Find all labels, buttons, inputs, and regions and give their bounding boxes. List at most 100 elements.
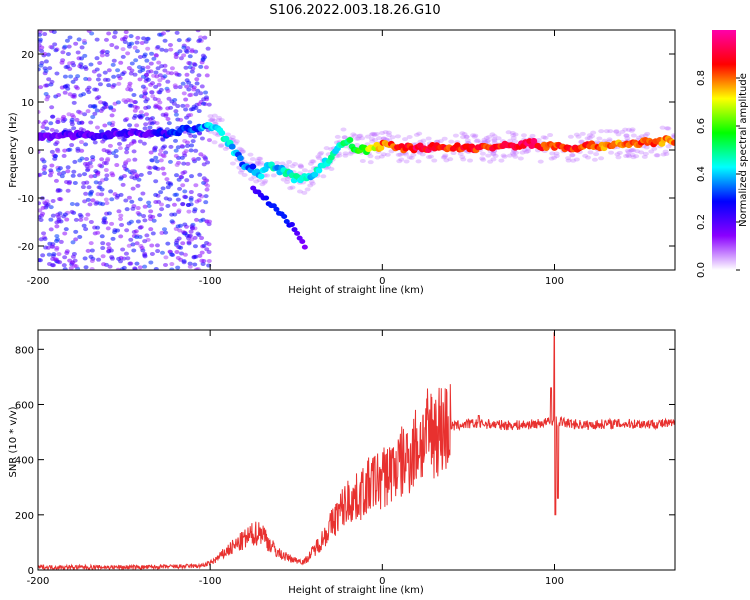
noise-speckle xyxy=(128,261,134,266)
noise-speckle xyxy=(128,71,134,76)
noise-speckle xyxy=(83,265,89,270)
noise-speckle xyxy=(157,152,163,157)
spectrogram-xlabel: Height of straight line (km) xyxy=(288,285,424,296)
noise-speckle xyxy=(43,68,49,73)
y-tick-label: 10 xyxy=(21,98,34,109)
noise-speckle xyxy=(38,201,42,206)
noise-speckle xyxy=(83,191,89,196)
noise-speckle xyxy=(79,65,85,70)
noise-speckle xyxy=(111,58,117,63)
noise-speckle xyxy=(135,219,141,224)
noise-speckle xyxy=(147,214,153,219)
noise-speckle xyxy=(70,79,76,84)
noise-speckle xyxy=(184,178,190,183)
noise-speckle xyxy=(184,72,190,77)
noise-speckle xyxy=(52,42,58,47)
ridge-halo xyxy=(207,114,214,119)
ridge-halo xyxy=(316,156,323,161)
ridge-halo xyxy=(280,177,287,182)
noise-speckle xyxy=(49,127,55,132)
ridge-halo xyxy=(416,131,423,136)
noise-speckle xyxy=(142,218,148,223)
ridge-halo xyxy=(624,136,631,141)
noise-speckle xyxy=(141,214,147,219)
noise-speckle xyxy=(159,207,165,212)
noise-speckle xyxy=(183,65,189,70)
noise-speckle xyxy=(109,197,115,202)
noise-speckle xyxy=(49,149,55,154)
noise-speckle xyxy=(115,68,121,73)
noise-speckle xyxy=(67,35,73,40)
ridge-halo xyxy=(359,136,366,141)
noise-speckle xyxy=(55,149,61,154)
noise-speckle xyxy=(192,244,198,249)
noise-speckle xyxy=(48,44,54,49)
noise-speckle xyxy=(99,234,105,239)
noise-speckle xyxy=(159,47,165,52)
ridge-halo xyxy=(355,136,362,141)
ridge-halo xyxy=(297,163,304,168)
ridge-halo xyxy=(665,144,672,149)
branch-point xyxy=(294,230,301,236)
noise-speckle xyxy=(115,100,121,105)
ridge-halo xyxy=(410,152,417,157)
noise-speckle xyxy=(135,211,141,216)
noise-speckle xyxy=(173,153,179,158)
noise-speckle xyxy=(38,258,43,263)
noise-speckle xyxy=(38,85,44,90)
noise-speckle xyxy=(58,239,64,244)
noise-speckle xyxy=(100,254,106,259)
colorbar-label: Normalized spectral amplitude xyxy=(738,73,749,227)
noise-speckle xyxy=(123,30,129,35)
noise-speckle xyxy=(134,235,140,240)
noise-speckle xyxy=(201,101,207,106)
ridge-halo xyxy=(573,157,580,162)
noise-speckle xyxy=(143,112,149,117)
noise-speckle xyxy=(65,165,71,170)
noise-speckle xyxy=(73,84,79,89)
noise-speckle xyxy=(182,189,188,194)
noise-speckle xyxy=(73,217,79,222)
noise-speckle xyxy=(186,37,192,42)
noise-speckle xyxy=(43,119,49,124)
noise-speckle xyxy=(90,114,96,119)
noise-speckle xyxy=(38,237,44,242)
noise-speckle xyxy=(73,237,79,242)
ridge-halo xyxy=(350,132,357,137)
noise-speckle xyxy=(183,107,189,112)
noise-speckle xyxy=(134,49,140,54)
noise-speckle xyxy=(117,141,123,146)
noise-speckle xyxy=(38,30,43,34)
noise-speckle xyxy=(92,140,98,145)
ridge-halo xyxy=(548,156,555,161)
noise-speckle xyxy=(182,222,188,227)
ridge-halo xyxy=(598,129,605,134)
ridge-halo xyxy=(262,179,269,184)
noise-speckle xyxy=(168,144,174,149)
noise-speckle xyxy=(180,241,186,246)
noise-speckle xyxy=(180,171,186,176)
noise-speckle xyxy=(131,92,137,97)
noise-speckle xyxy=(127,103,133,108)
noise-speckle xyxy=(109,43,115,48)
noise-speckle xyxy=(204,247,210,252)
noise-speckle xyxy=(94,96,100,101)
ridge-halo xyxy=(257,162,264,167)
noise-speckle xyxy=(123,251,129,256)
noise-speckle xyxy=(96,257,102,262)
noise-speckle xyxy=(77,110,83,115)
noise-speckle xyxy=(82,172,88,177)
ridge-halo xyxy=(606,137,613,142)
noise-speckle xyxy=(50,256,56,261)
noise-speckle xyxy=(53,178,59,183)
ridge-halo xyxy=(380,152,387,157)
ridge-halo xyxy=(218,143,225,148)
noise-speckle xyxy=(61,170,67,175)
ridge-halo xyxy=(642,151,649,156)
noise-speckle xyxy=(109,221,115,226)
noise-speckle xyxy=(101,262,107,267)
noise-speckle xyxy=(189,143,195,148)
noise-speckle xyxy=(137,139,143,144)
noise-speckle xyxy=(165,88,171,93)
noise-speckle xyxy=(132,113,138,118)
